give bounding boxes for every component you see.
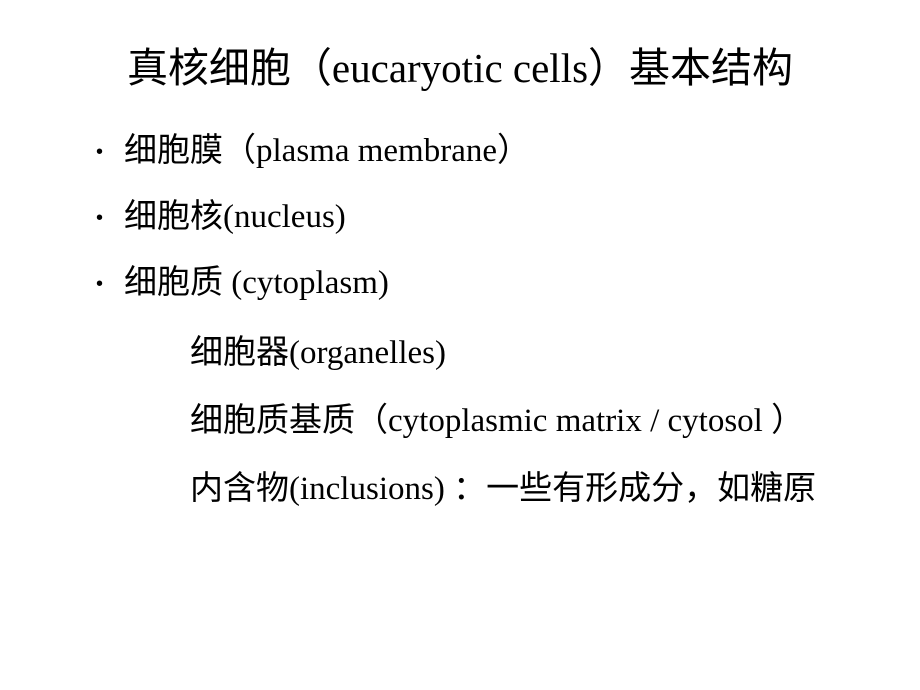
bullet-item: • 细胞质 (cytoplasm) (96, 256, 860, 310)
slide-title: 真核细胞（eucaryotic cells）基本结构 (0, 0, 920, 112)
slide: 真核细胞（eucaryotic cells）基本结构 • 细胞膜（plasma … (0, 0, 920, 690)
bullet-item: • 细胞核(nucleus) (96, 190, 860, 244)
sub-item: 细胞质基质（cytoplasmic matrix / cytosol ） (124, 390, 860, 452)
bullet-text: 细胞质 (cytoplasm) (124, 256, 389, 310)
bullet-dot-icon: • (96, 124, 124, 176)
slide-body: • 细胞膜（plasma membrane） • 细胞核(nucleus) • … (0, 124, 920, 520)
bullet-text: 细胞核(nucleus) (124, 190, 346, 244)
sub-item: 内含物(inclusions) ：一些有形成分，如糖原 (124, 458, 860, 520)
sub-item: 细胞器(organelles) (124, 322, 860, 384)
bullet-dot-icon: • (96, 190, 124, 242)
bullet-text: 细胞膜（plasma membrane） (124, 124, 530, 178)
bullet-item: • 细胞膜（plasma membrane） (96, 124, 860, 178)
bullet-dot-icon: • (96, 256, 124, 308)
